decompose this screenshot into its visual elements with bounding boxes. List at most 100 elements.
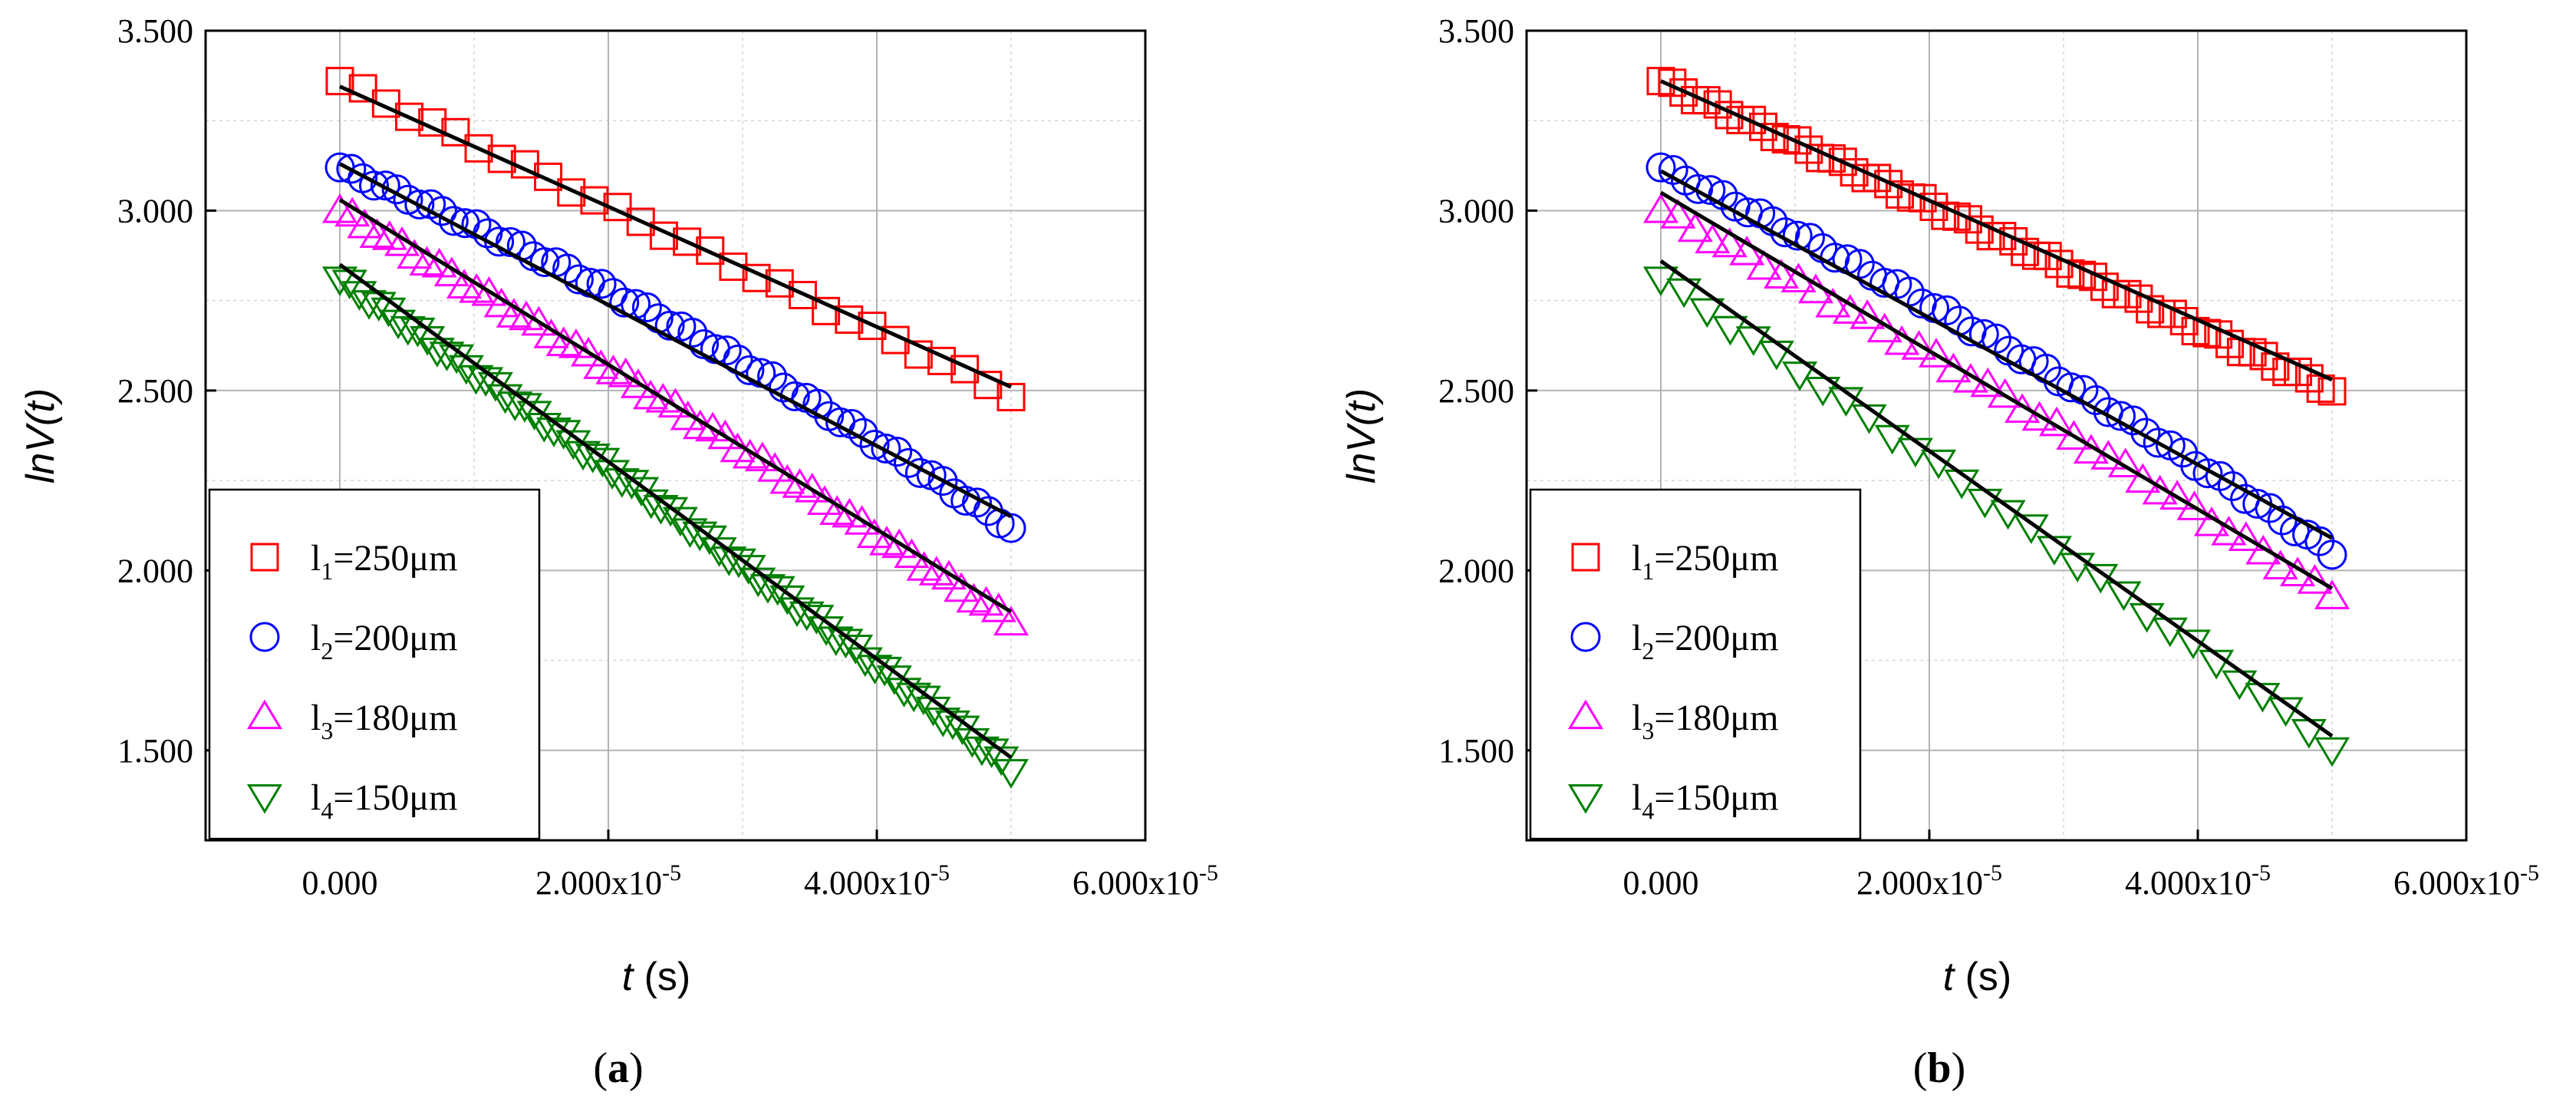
y-tick-label: 1.500	[1438, 732, 1514, 770]
data-point	[347, 208, 383, 239]
data-point	[390, 316, 426, 346]
data-point	[1660, 199, 1696, 229]
series-2	[1645, 152, 2347, 570]
data-point	[882, 437, 913, 467]
data-point	[557, 178, 586, 207]
legend-marker	[246, 784, 283, 814]
legend-label: l1=250μm	[311, 538, 457, 585]
data-point	[996, 382, 1026, 411]
legend-value: =200μm	[1654, 618, 1778, 658]
legend-marker	[249, 622, 280, 652]
x-tick-label: 2.000x10-5	[1856, 860, 2002, 902]
data-point	[643, 495, 679, 525]
panel-label-letter: a	[608, 1044, 629, 1092]
data-point	[1850, 299, 1886, 329]
legend-value: =200μm	[333, 618, 457, 658]
data-point	[1708, 180, 1738, 210]
data-point	[749, 574, 786, 604]
x-axis-unit: (s)	[1954, 955, 2011, 999]
data-point	[1967, 488, 2003, 519]
legend-label: l1=250μm	[1632, 538, 1778, 585]
y-tick-label: 3.000	[1438, 192, 1514, 229]
fit-line	[338, 162, 1013, 519]
fit-line	[1659, 169, 2334, 540]
data-point	[670, 400, 706, 431]
y-tick-label: 2.000	[117, 552, 193, 589]
x-tick-label: 0.000	[302, 864, 378, 902]
x-tick-exponent: -5	[662, 860, 681, 886]
x-axis-unit: (s)	[633, 955, 690, 999]
legend-symbol: l	[1632, 777, 1642, 818]
panel-label-open: (	[1913, 1044, 1928, 1092]
x-tick-exponent: -5	[1983, 860, 2002, 886]
y-tick-label: 2.500	[117, 372, 193, 410]
data-point	[1828, 387, 1864, 417]
data-point	[321, 266, 358, 297]
legend-value: =180μm	[1654, 698, 1778, 738]
data-point	[468, 367, 504, 398]
x-tick-mantissa: 2.000x10	[1856, 864, 1983, 902]
data-point	[2056, 420, 2092, 450]
data-point	[1918, 338, 1955, 368]
data-point	[534, 162, 563, 191]
y-tick-label: 3.500	[117, 12, 193, 50]
data-point	[2238, 338, 2267, 367]
y-tick-label: 3.500	[1438, 12, 1514, 50]
x-tick-mantissa: 4.000x10	[2125, 864, 2252, 902]
legend-subscript: 3	[1642, 717, 1654, 744]
data-point	[336, 153, 367, 184]
data-point	[1683, 173, 1714, 204]
data-point	[654, 310, 685, 341]
data-point	[904, 457, 935, 488]
data-point	[2159, 480, 2196, 510]
data-point	[461, 209, 492, 239]
data-point	[2314, 579, 2350, 609]
legend-label: l3=180μm	[1632, 698, 1778, 744]
data-point	[881, 528, 917, 559]
legend-subscript: 1	[321, 557, 333, 585]
panel-label-close: )	[629, 1044, 644, 1092]
data-point	[956, 582, 992, 613]
data-point	[358, 170, 389, 201]
legend-subscript: 4	[1642, 797, 1654, 824]
data-point	[859, 430, 890, 460]
data-point	[395, 102, 424, 131]
data-point	[1711, 227, 1748, 258]
data-point	[996, 513, 1026, 543]
legend-subscript: 3	[321, 717, 333, 744]
data-point	[894, 447, 924, 478]
data-point	[794, 472, 830, 503]
data-point	[571, 336, 607, 367]
data-point	[2268, 697, 2304, 728]
data-point	[696, 236, 725, 266]
legend-marker	[1571, 543, 1600, 572]
y-tick-label: 2.500	[1438, 372, 1514, 410]
data-point	[620, 368, 656, 398]
data-point	[595, 460, 631, 490]
data-point	[2215, 329, 2245, 358]
data-point	[765, 269, 794, 298]
data-point	[2011, 237, 2040, 266]
plot-frame	[204, 29, 1147, 842]
legend-value: =150μm	[1654, 777, 1778, 818]
fit-line	[338, 84, 1013, 389]
data-point	[1783, 126, 1812, 155]
data-point	[931, 559, 967, 590]
legend-symbol: l	[1632, 618, 1642, 658]
x-tick-mantissa: 6.000x10	[2393, 864, 2520, 902]
data-point	[495, 227, 525, 258]
legend-symbol: l	[1632, 698, 1642, 738]
data-point	[1953, 205, 1982, 234]
data-point	[1695, 223, 1731, 254]
data-point	[2245, 534, 2281, 565]
data-point	[341, 281, 377, 311]
data-point	[2317, 539, 2347, 570]
legend-subscript: 1	[1642, 557, 1654, 585]
series-3	[1642, 190, 2350, 609]
data-point	[701, 537, 737, 567]
panel-label-open: (	[593, 1044, 608, 1092]
data-point	[631, 292, 662, 322]
legend-symbol: l	[311, 538, 321, 579]
